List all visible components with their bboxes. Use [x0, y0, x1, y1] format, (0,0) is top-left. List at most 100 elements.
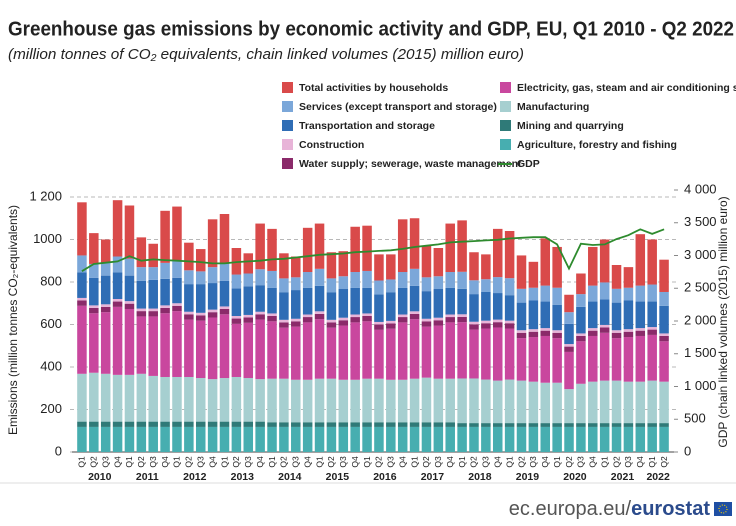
bar-segment [291, 326, 301, 380]
y2-tick-label: 1 500 [684, 345, 717, 360]
bar-segment [302, 227, 313, 273]
x-tick-label: Q2 [374, 456, 384, 468]
bar-segment [112, 299, 123, 302]
bar-segment [445, 272, 455, 288]
bar-segment [504, 328, 515, 380]
bar-segment [291, 379, 301, 423]
bar-segment [409, 319, 420, 379]
bar-segment [172, 426, 182, 452]
legend-label: Agriculture, forestry and fishing [517, 139, 677, 151]
footer-site: ec.europa.eu/ [509, 498, 632, 520]
bar-segment [540, 423, 551, 427]
bar-segment [219, 280, 230, 307]
legend-label: Construction [299, 139, 364, 151]
bar-segment [112, 306, 123, 375]
x-tick-label: Q2 [564, 456, 574, 468]
bar-segment [421, 377, 432, 423]
x-year-label: 2011 [136, 471, 159, 483]
bar-segment [136, 267, 147, 281]
bar-segment [647, 329, 657, 335]
bar-segment [564, 426, 574, 452]
bar-segment [279, 322, 289, 328]
bar-segment [397, 272, 408, 288]
eu-flag [714, 502, 732, 516]
bar-segment [433, 276, 444, 290]
x-tick-label: Q4 [255, 456, 265, 468]
x-tick-label: Q1 [219, 456, 229, 468]
bar-segment [302, 287, 313, 315]
bar-segment [89, 372, 99, 422]
legend-swatch [282, 139, 293, 150]
bar-segment [599, 332, 610, 381]
bar-segment [409, 378, 420, 423]
bar-segment [112, 421, 123, 427]
bar-segment [255, 269, 265, 286]
bar-segment [397, 287, 408, 315]
bar-segment [588, 330, 598, 336]
bar-segment [647, 239, 657, 285]
bar-segment [160, 421, 170, 427]
bar-segment [148, 421, 158, 427]
bar-segment [100, 426, 111, 452]
bar-segment [623, 337, 634, 382]
x-tick-label: Q2 [421, 456, 431, 468]
bar-segment [267, 287, 277, 314]
x-tick-label: Q3 [291, 456, 301, 468]
bar-segment [184, 270, 194, 285]
x-tick-label: Q4 [207, 456, 217, 468]
bar-segment [112, 374, 123, 422]
x-tick-label: Q2 [516, 456, 526, 468]
bar-segment [576, 341, 586, 384]
bar-segment [89, 263, 99, 278]
bar-segment [611, 338, 622, 381]
bar-segment [350, 379, 360, 423]
x-tick-label: Q3 [100, 456, 110, 468]
bar-segment [302, 272, 313, 288]
bar-segment [552, 332, 562, 339]
bar-segment [647, 380, 657, 424]
y-tick-label: 400 [40, 358, 62, 373]
bar-segment [552, 423, 562, 427]
legend-label: Transportation and storage [299, 120, 435, 132]
footer-brand: eurostat [631, 498, 710, 520]
bar-segment [89, 421, 99, 427]
x-tick-label: Q2 [611, 456, 621, 468]
y-tick-label: 800 [40, 273, 62, 288]
bar-segment [219, 308, 230, 315]
bar-segment [338, 379, 349, 423]
bar-segment [195, 421, 206, 427]
bar-segment [397, 317, 408, 323]
bar-segment [77, 373, 87, 422]
y2-tick-label: 500 [684, 411, 706, 426]
bar-segment [148, 311, 158, 317]
legend-label: Mining and quarrying [517, 120, 624, 132]
bar-segment [148, 426, 158, 452]
bar-segment [516, 338, 527, 381]
bar-segment [457, 423, 467, 427]
bar-segment [279, 278, 289, 293]
bar-segment [207, 421, 218, 427]
gdp-line [81, 228, 665, 272]
bar-segment [136, 237, 147, 268]
bar-segment [124, 421, 135, 427]
bar-segment [469, 378, 479, 424]
bar-segment [326, 327, 337, 379]
bar-segment [338, 289, 349, 318]
bar-segment [89, 305, 99, 308]
x-tick-label: Q3 [243, 456, 253, 468]
bar-segment [326, 426, 337, 452]
bar-segment [481, 426, 491, 452]
bar-segment [195, 320, 206, 379]
x-tick-label: Q4 [397, 456, 407, 468]
bar-segment [124, 308, 135, 375]
legend-swatch [282, 82, 293, 93]
bar-segment [374, 294, 384, 322]
bar-segment [255, 223, 265, 270]
bar-segment [231, 288, 242, 316]
eu-stars [718, 504, 728, 514]
x-year-label: 2017 [421, 471, 445, 483]
bar-segment [516, 288, 527, 303]
bar-segment [100, 304, 111, 307]
x-tick-label: Q1 [552, 456, 562, 468]
bar-segment [528, 329, 539, 332]
